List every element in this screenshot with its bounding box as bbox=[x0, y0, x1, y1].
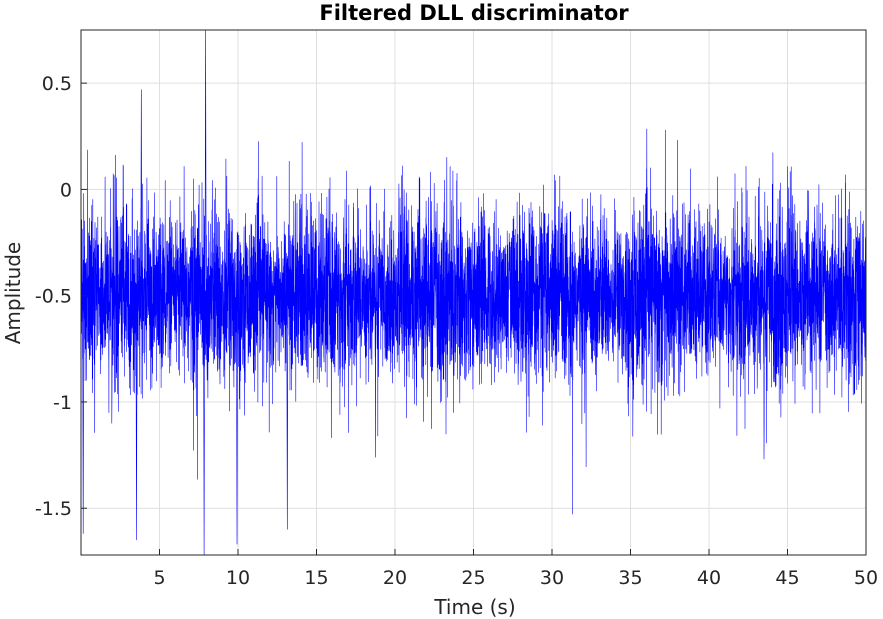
x-tick-label: 35 bbox=[618, 567, 642, 589]
x-tick-label: 25 bbox=[461, 567, 485, 589]
x-tick-label: 40 bbox=[697, 567, 721, 589]
y-tick-label: 0.5 bbox=[42, 73, 72, 95]
x-tick-label: 50 bbox=[854, 567, 878, 589]
chart-title: Filtered DLL discriminator bbox=[319, 1, 629, 25]
x-axis-label: Time (s) bbox=[433, 595, 515, 619]
x-axis-ticks: 5 10 15 20 25 30 35 40 45 50 bbox=[153, 549, 878, 589]
y-tick-label: 0 bbox=[60, 179, 72, 201]
x-tick-label: 45 bbox=[775, 567, 799, 589]
x-tick-label: 10 bbox=[226, 567, 250, 589]
y-tick-label: -1.5 bbox=[35, 498, 72, 520]
y-tick-label: -0.5 bbox=[35, 286, 72, 308]
series-line-1 bbox=[81, 30, 866, 555]
x-tick-label: 15 bbox=[304, 567, 328, 589]
y-axis-ticks: -1.5 -1 -0.5 0 0.5 bbox=[35, 73, 87, 520]
x-tick-label: 5 bbox=[153, 567, 165, 589]
x-tick-label: 20 bbox=[383, 567, 407, 589]
x-tick-label: 30 bbox=[540, 567, 564, 589]
y-tick-label: -1 bbox=[53, 392, 72, 414]
series-layer bbox=[81, 30, 866, 555]
y-axis-label: Amplitude bbox=[1, 242, 25, 345]
